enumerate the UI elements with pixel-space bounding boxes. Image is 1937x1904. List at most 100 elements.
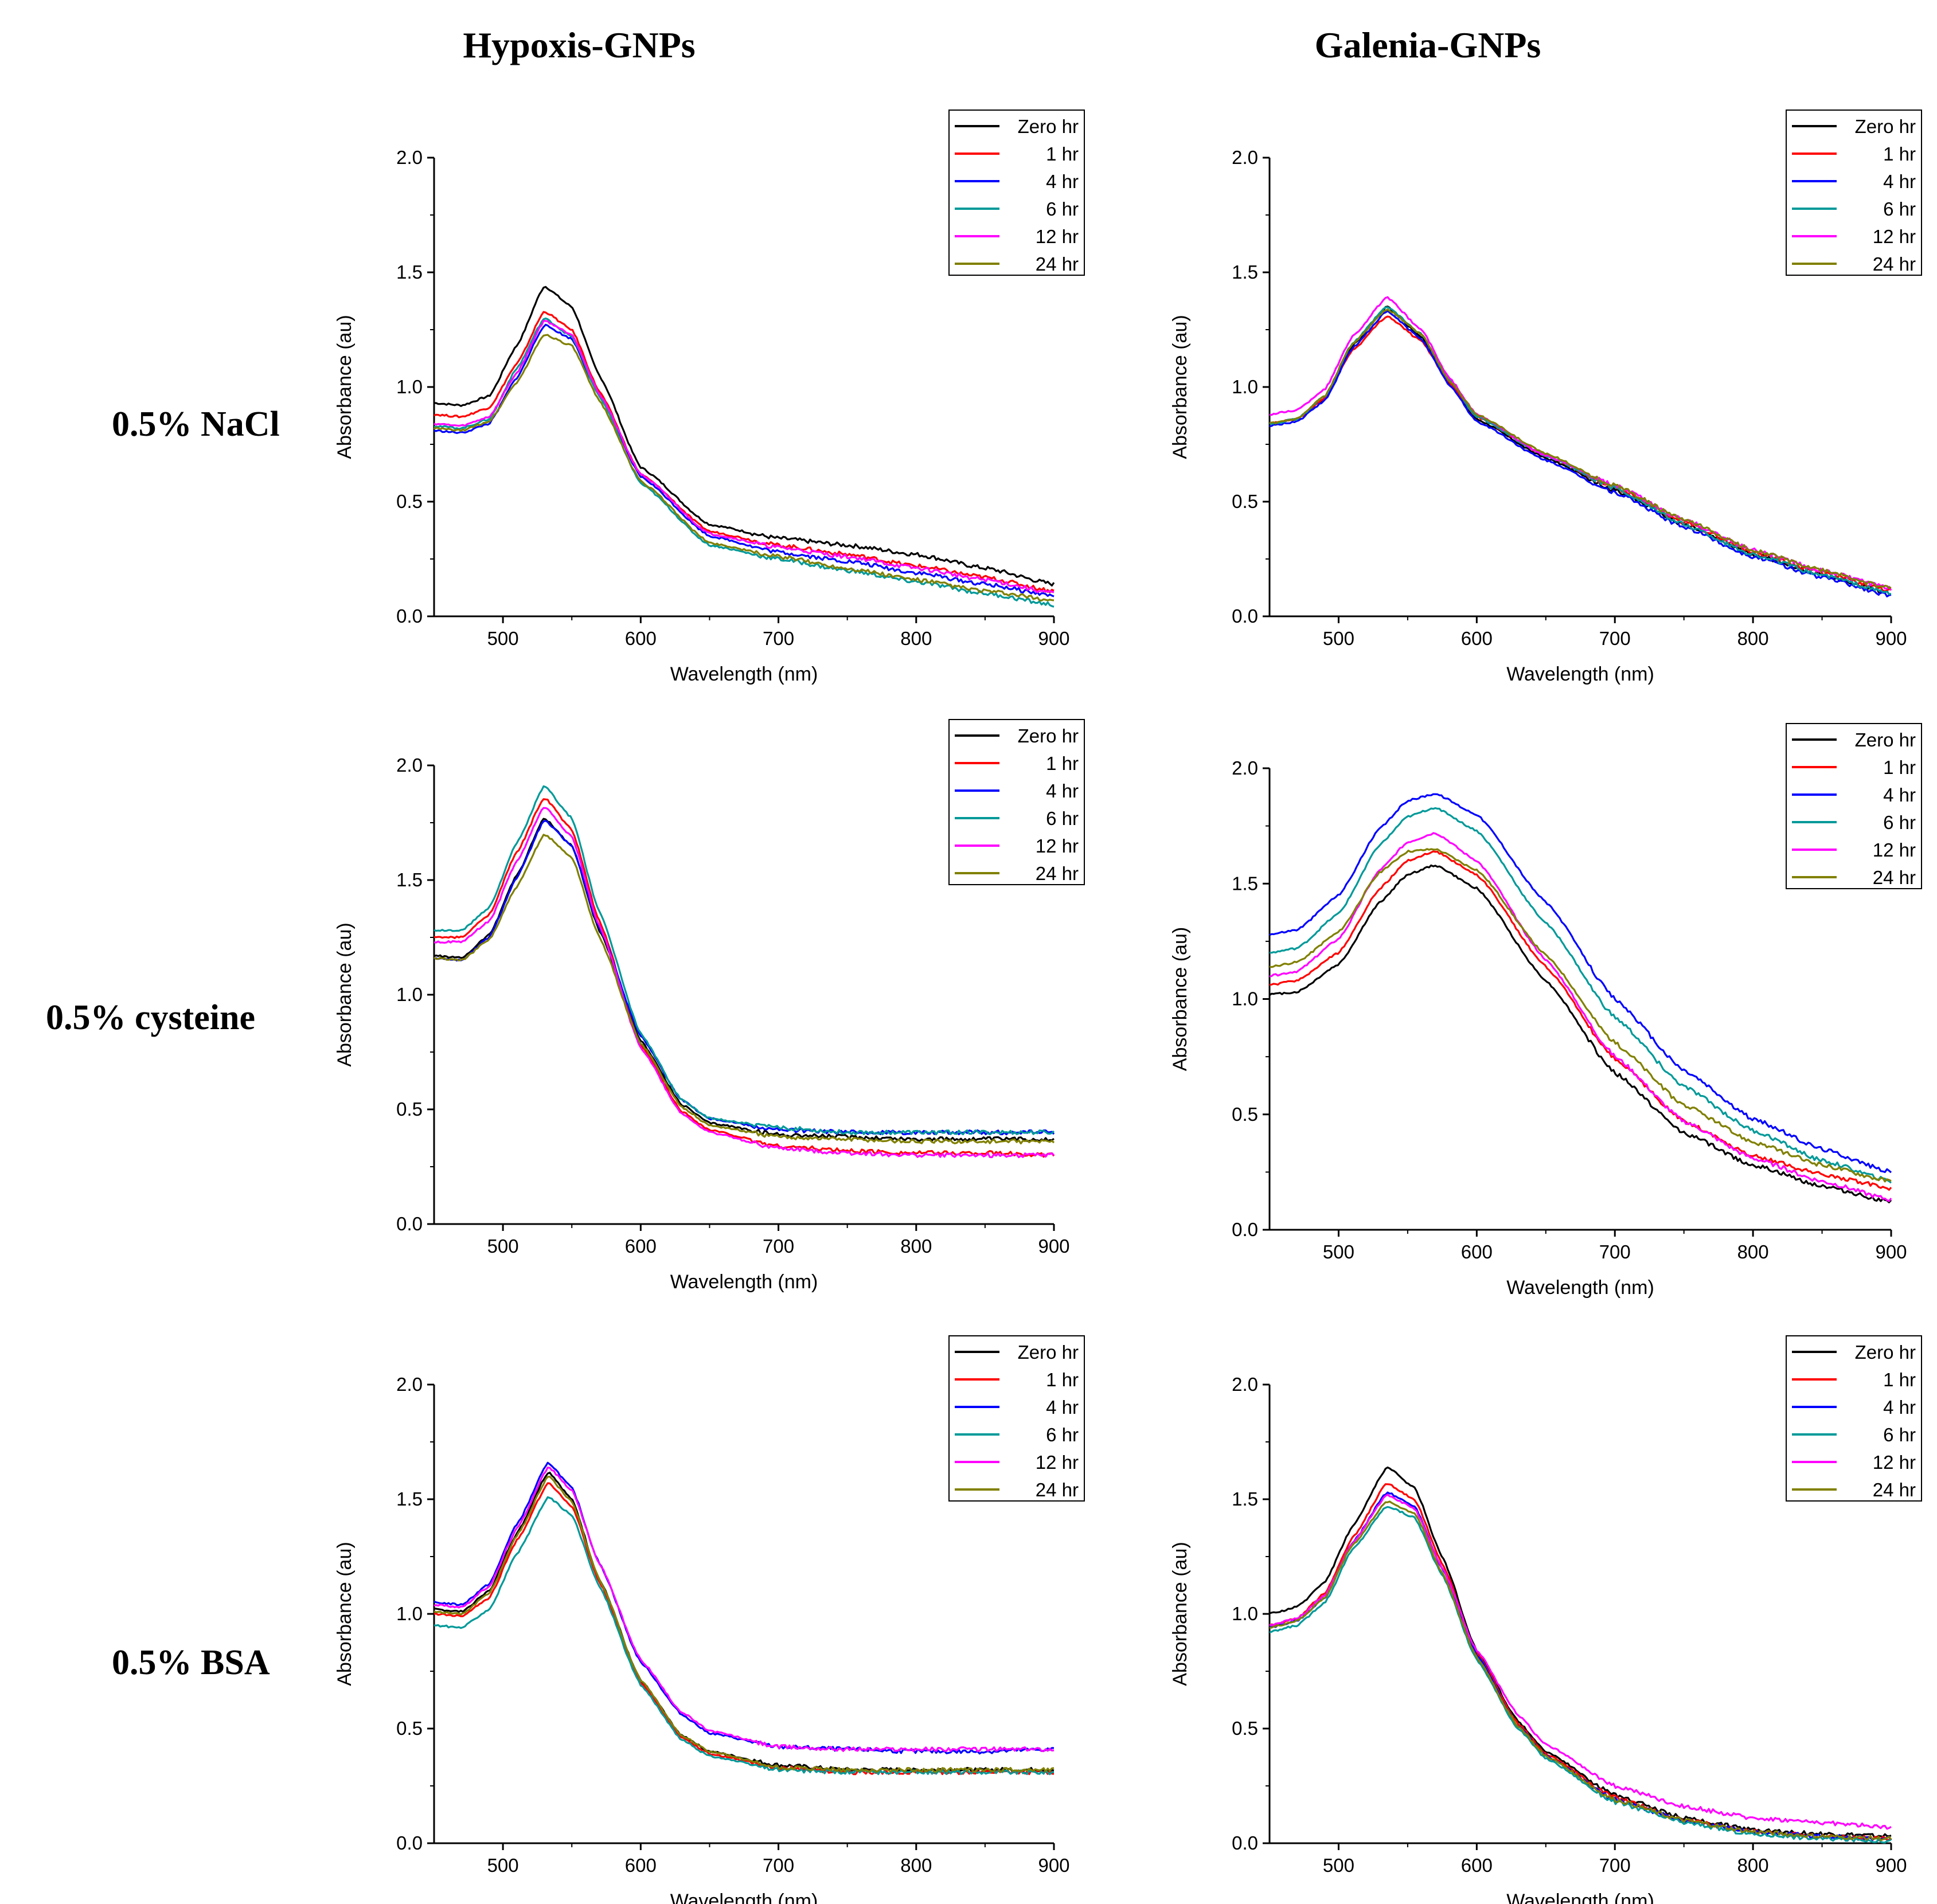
x-tick-label: 900 (1038, 1855, 1069, 1876)
x-tick-label: 700 (1599, 1855, 1631, 1876)
series-line-1-hr (1269, 850, 1892, 1191)
series-line-4-hr (1269, 310, 1892, 597)
y-tick-label: 1.0 (396, 984, 423, 1005)
y-axis-label: Absorbance (au) (334, 315, 356, 459)
y-axis-label: Absorbance (au) (1169, 927, 1191, 1071)
legend-label: 24 hr (1873, 253, 1916, 275)
legend-label: 4 hr (1883, 171, 1916, 192)
y-axis-label: Absorbance (au) (1169, 315, 1191, 459)
legend-label: Zero hr (1018, 1342, 1079, 1363)
series-line-6-hr (1269, 807, 1892, 1184)
y-tick-label: 1.5 (396, 1488, 423, 1510)
y-tick-label: 0.5 (1232, 1718, 1258, 1739)
legend-box (1786, 1335, 1922, 1502)
legend-label: 1 hr (1883, 143, 1916, 165)
x-axis-label: Wavelength (nm) (670, 663, 818, 685)
series-line-zero-hr (434, 1471, 1055, 1773)
legend-label: 24 hr (1036, 1479, 1079, 1500)
y-tick-label: 1.5 (1232, 1488, 1258, 1510)
chart-hypoxis-bsa: 0.0 0.5 1.0 1.5 2.0 500 600 700 800 900 Wavelength… (334, 1335, 1085, 1904)
series-line-zero-hr (1269, 306, 1892, 596)
legend-label: 24 hr (1036, 863, 1079, 884)
series-line-24-hr (1269, 1500, 1892, 1842)
series-line-24-hr (434, 334, 1055, 602)
x-tick-label: 800 (1737, 1855, 1769, 1876)
y-tick-label: 0.5 (396, 1098, 423, 1120)
y-tick-label: 0.0 (1232, 1832, 1258, 1854)
y-tick-label: 0.0 (1232, 1219, 1258, 1240)
legend-label: 6 hr (1046, 198, 1079, 220)
legend-label: 1 hr (1883, 1369, 1916, 1390)
chart-hypoxis-nacl: 0.0 0.5 1.0 1.5 2.0 500 600 700 800 900 Wavelength… (334, 110, 1085, 685)
y-tick-label: 1.0 (1232, 1603, 1258, 1624)
x-tick-label: 800 (900, 628, 932, 649)
series-line-24-hr (434, 834, 1055, 1145)
series-line-12-hr (434, 807, 1055, 1159)
legend: Zero hr 1 hr 4 hr 6 hr 12 hr 24 hr (1786, 1335, 1922, 1502)
legend-label: 6 hr (1883, 198, 1916, 220)
y-tick-label: 1.0 (1232, 988, 1258, 1010)
legend-label: 12 hr (1036, 1452, 1079, 1473)
x-axis-label: Wavelength (nm) (1506, 1890, 1654, 1904)
legend-label: 4 hr (1883, 784, 1916, 806)
legend-box (1786, 110, 1922, 276)
x-tick-label: 900 (1875, 628, 1907, 649)
y-tick-label: 0.5 (1232, 1104, 1258, 1125)
series-line-6-hr (1269, 306, 1892, 595)
x-axis-label: Wavelength (nm) (1506, 663, 1654, 685)
row-label-nacl: 0.5% NaCl (112, 405, 280, 444)
x-tick-label: 500 (1323, 1855, 1354, 1876)
series-line-4-hr (1269, 1491, 1892, 1841)
x-tick-label: 900 (1875, 1855, 1907, 1876)
x-tick-label: 500 (487, 1855, 519, 1876)
legend-label: 24 hr (1873, 867, 1916, 888)
legend-label: Zero hr (1855, 116, 1916, 137)
x-tick-label: 500 (1323, 1241, 1354, 1262)
legend: Zero hr 1 hr 4 hr 6 hr 12 hr 24 hr (948, 719, 1085, 885)
series-line-6-hr (1269, 1506, 1892, 1844)
x-axis-label: Wavelength (nm) (670, 1890, 818, 1904)
row-label-bsa: 0.5% BSA (112, 1643, 270, 1682)
legend-box (948, 1335, 1085, 1502)
series-line-zero-hr (434, 286, 1055, 587)
series-line-12-hr (434, 1467, 1055, 1753)
y-tick-label: 0.0 (396, 1213, 423, 1234)
y-axis-label: Absorbance (au) (334, 1542, 356, 1686)
chart-galenia-bsa: 0.0 0.5 1.0 1.5 2.0 500 600 700 800 900 Wavelength… (1169, 1335, 1922, 1904)
series-line-24-hr (1269, 848, 1892, 1183)
x-axis-label: Wavelength (nm) (670, 1271, 818, 1293)
x-axis-label: Wavelength (nm) (1506, 1277, 1654, 1299)
series-line-12-hr (1269, 832, 1892, 1202)
y-tick-label: 0.5 (396, 491, 423, 512)
x-tick-label: 800 (1737, 628, 1769, 649)
y-axis-label: Absorbance (au) (1169, 1542, 1191, 1686)
y-tick-label: 1.0 (396, 376, 423, 397)
x-tick-label: 600 (1461, 1241, 1493, 1262)
legend-label: 1 hr (1046, 143, 1079, 165)
y-tick-label: 2.0 (396, 1374, 423, 1395)
y-tick-label: 0.0 (1232, 605, 1258, 627)
legend-label: Zero hr (1018, 725, 1079, 746)
legend-label: Zero hr (1855, 1342, 1916, 1363)
x-tick-label: 700 (763, 628, 794, 649)
legend: Zero hr 1 hr 4 hr 6 hr 12 hr 24 hr (948, 1335, 1085, 1502)
series-line-6-hr (434, 785, 1055, 1136)
chart-galenia-nacl: 0.0 0.5 1.0 1.5 2.0 500 600 700 800 900 Wavelength… (1169, 110, 1922, 685)
y-tick-label: 0.0 (396, 1832, 423, 1854)
y-tick-label: 2.0 (1232, 147, 1258, 168)
x-tick-label: 600 (625, 1855, 657, 1876)
chart-galenia-cysteine: 0.0 0.5 1.0 1.5 2.0 500 600 700 800 900 Wavelength… (1169, 723, 1922, 1299)
legend: Zero hr 1 hr 4 hr 6 hr 12 hr 24 hr (1786, 110, 1922, 276)
legend-label: 6 hr (1883, 812, 1916, 833)
series-line-4-hr (1269, 793, 1892, 1174)
series-line-24-hr (434, 1476, 1055, 1773)
x-tick-label: 500 (487, 1236, 519, 1257)
legend-label: 4 hr (1046, 780, 1079, 802)
x-tick-label: 500 (487, 628, 519, 649)
series-line-6-hr (434, 1496, 1055, 1776)
y-tick-label: 2.0 (1232, 1374, 1258, 1395)
y-tick-label: 2.0 (1232, 757, 1258, 779)
y-tick-label: 1.5 (1232, 261, 1258, 283)
x-tick-label: 800 (900, 1855, 932, 1876)
